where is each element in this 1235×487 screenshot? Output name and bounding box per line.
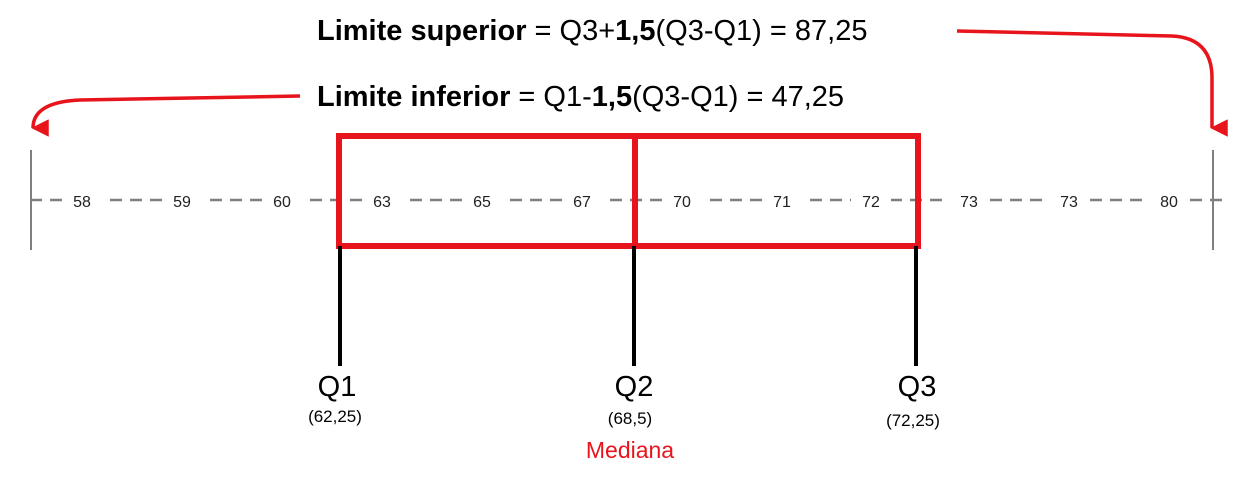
q3-value: (72,25) (886, 411, 940, 430)
data-value: 73 (1049, 194, 1089, 212)
data-value: 73 (949, 194, 989, 212)
lower-limit-label: Limite inferior (317, 81, 511, 113)
upper-limit-equals: = Q3+ (526, 15, 616, 47)
data-value: 60 (262, 194, 302, 212)
data-value: 63 (362, 194, 402, 212)
data-value: 59 (162, 194, 202, 212)
data-value: 80 (1149, 194, 1189, 212)
q1-value: (62,25) (308, 407, 362, 426)
upper-limit-factor: 1,5 (615, 15, 656, 47)
q1-label: Q1 (317, 371, 357, 403)
data-value: 70 (662, 194, 702, 212)
upper-limit-arrow (956, 29, 1228, 137)
q2-label: Q2 (614, 371, 654, 403)
q3-label: Q3 (897, 371, 937, 403)
data-value: 67 (562, 194, 602, 212)
interquartile-box (336, 133, 921, 249)
median-label: Mediana (585, 437, 675, 463)
upper-limit-formula: Limite superior = Q3+1,5(Q3-Q1) = 87,25 (317, 17, 867, 46)
lower-limit-expression: (Q3-Q1) (632, 81, 739, 113)
lower-limit-arrow (31, 94, 301, 137)
lower-limit-result: = 47,25 (738, 81, 845, 113)
data-value: 72 (851, 194, 891, 212)
data-value: 71 (762, 194, 802, 212)
q2-value: (68,5) (607, 409, 653, 428)
upper-limit-result: = 87,25 (761, 15, 868, 47)
data-value: 65 (462, 194, 502, 212)
lower-limit-factor: 1,5 (591, 81, 633, 113)
lower-limit-equals: = Q1- (510, 81, 592, 113)
upper-limit-expression: (Q3-Q1) (655, 15, 762, 47)
lower-limit-formula: Limite inferior = Q1-1,5(Q3-Q1) = 47,25 (317, 83, 844, 112)
upper-limit-label: Limite superior (317, 15, 527, 47)
data-value: 58 (62, 194, 102, 212)
